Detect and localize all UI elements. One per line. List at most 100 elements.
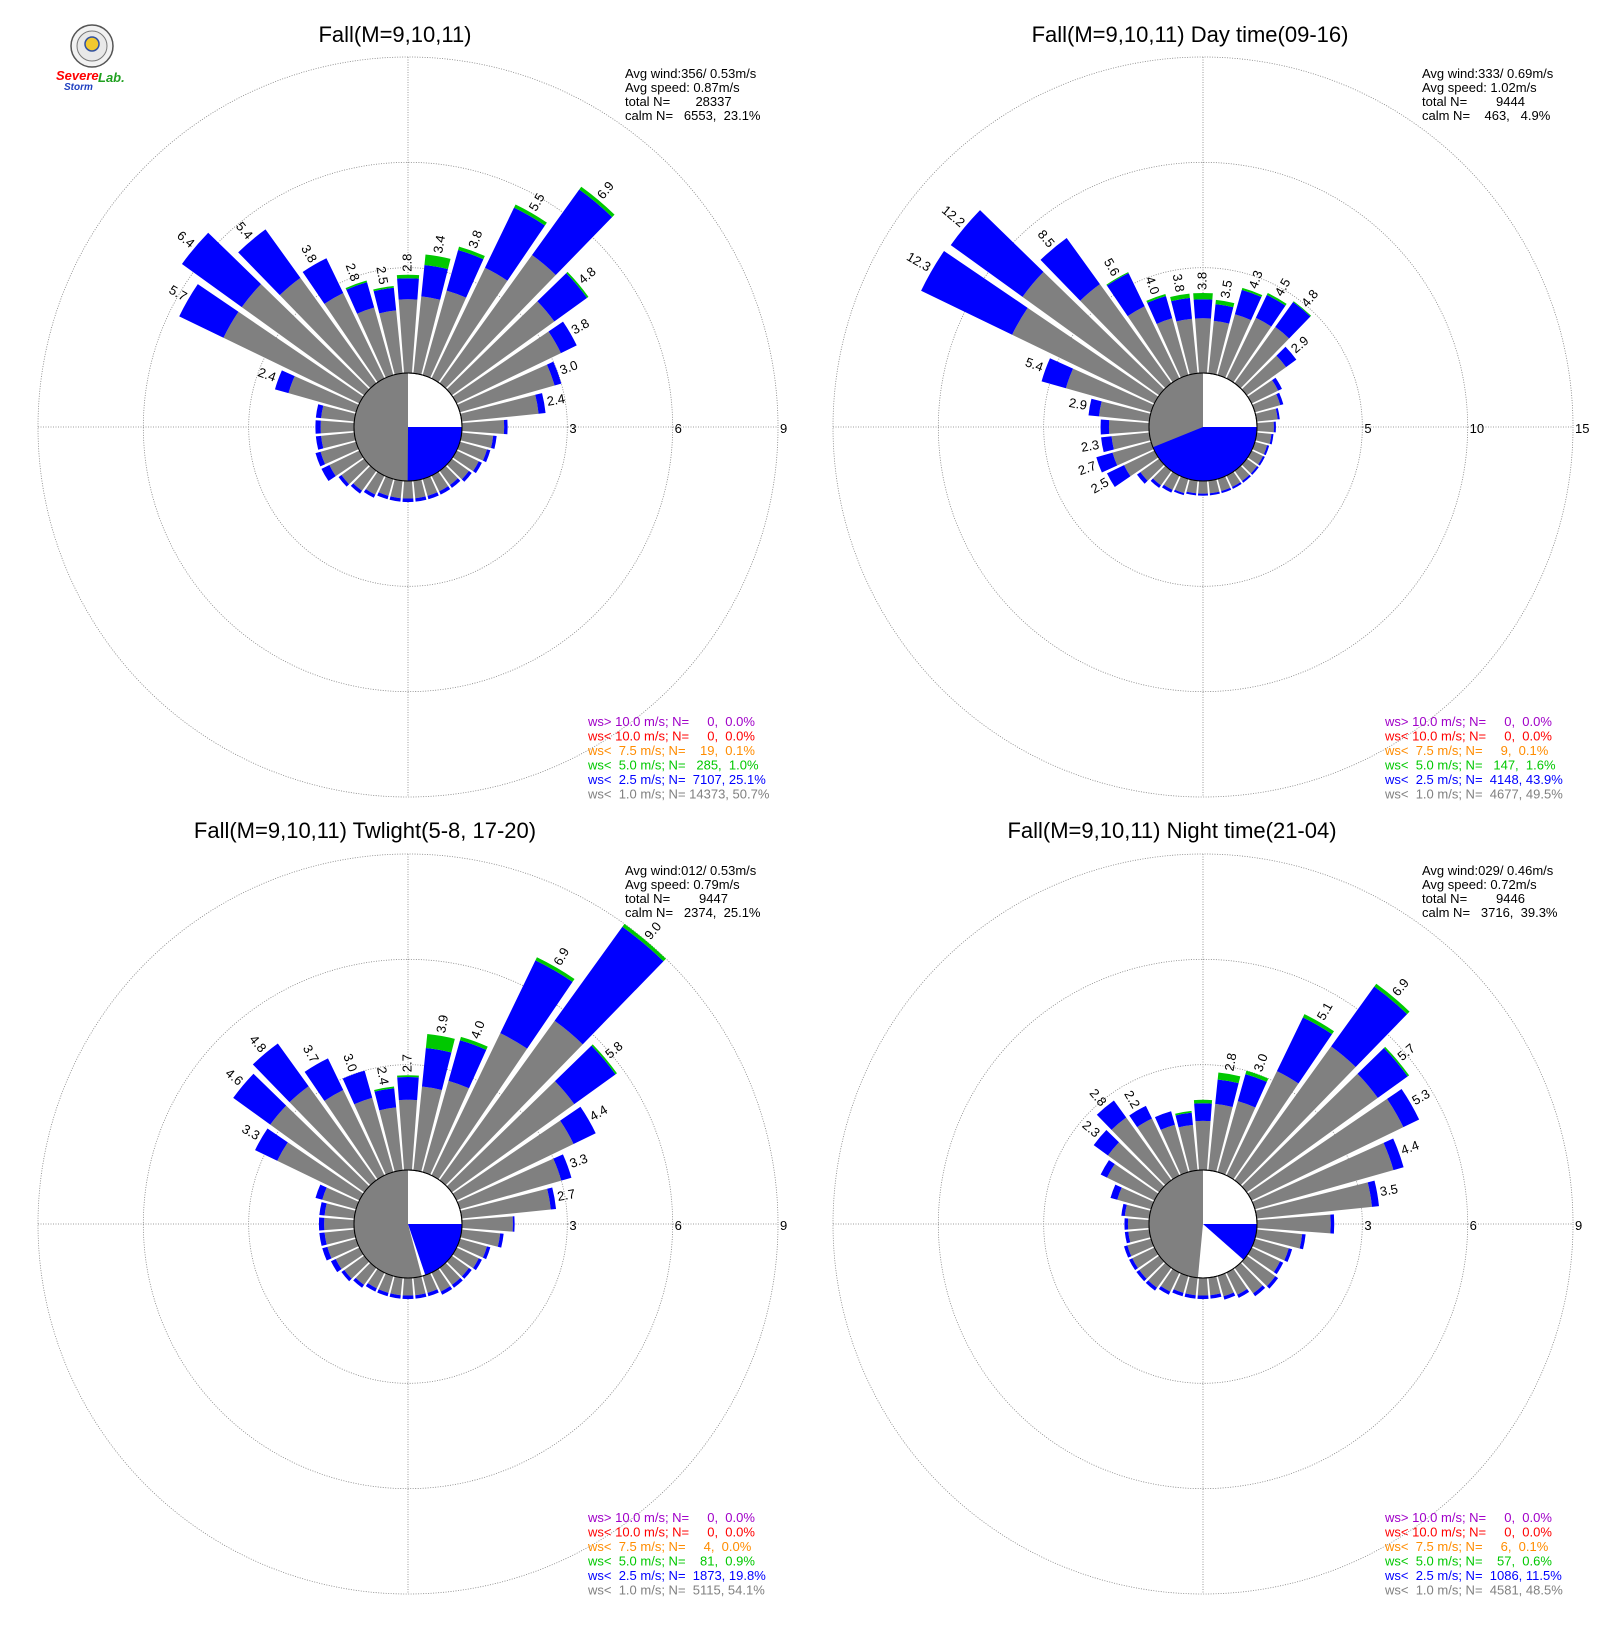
ring-tick-label: 6: [675, 1218, 682, 1233]
bar-segment-lt1: [321, 405, 356, 422]
bar-segment-lt25: [1154, 1111, 1175, 1130]
bar-segment-lt25: [415, 1293, 427, 1299]
bar-segment-lt25: [1041, 358, 1074, 389]
bar-value-label: 3.3: [239, 1121, 262, 1143]
grid-ring: [142, 161, 674, 693]
bar-value-label: 12.2: [939, 202, 968, 230]
direction-bar: [1208, 479, 1220, 496]
direction-bar: [377, 1273, 394, 1297]
bar-value-label: 5.5: [526, 190, 548, 213]
legend-entry: ws< 2.5 m/s; N= 1873, 19.8%: [587, 1568, 766, 1583]
bar-segment-lt1: [452, 1247, 479, 1269]
bar-segment-lt25: [512, 1216, 515, 1232]
direction-bar: [1161, 471, 1180, 493]
bar-segment-lt1: [402, 1277, 414, 1296]
bar-segment-lt1: [324, 1090, 385, 1180]
bar-value-label: 2.2: [1121, 1088, 1143, 1111]
bar-segment-lt25: [490, 435, 497, 449]
bar-segment-lt1: [1124, 450, 1159, 477]
bar-segment-lt25: [1234, 289, 1262, 321]
bar-segment-lt1: [398, 299, 418, 374]
panel-title: Fall(M=9,10,11) Night time(21-04): [1007, 818, 1336, 843]
grid-ring: [37, 853, 779, 1595]
bar-value-label: 4.3: [1245, 268, 1265, 290]
calm-circle-border: [353, 372, 463, 482]
bar-segment-lt1: [1208, 479, 1220, 494]
legend-entry: ws> 10.0 m/s; N= 0, 0.0%: [587, 714, 755, 729]
direction-bar: 5.4: [1023, 354, 1154, 413]
bar-segment-lt5: [1293, 301, 1312, 317]
bar-value-label: 2.8: [1087, 1086, 1110, 1109]
bar-segment-lt1: [279, 277, 377, 389]
calm-slice-lt25: [408, 1224, 462, 1276]
wind-rose-panel-1: 3 6 9 2.8 3.4 3.8 5.5 6.9 4.8 3.8 3.0 2.4 2.4 5.7 6.4 5…: [37, 22, 787, 802]
bar-segment-lt25: [547, 1187, 557, 1210]
bar-value-label: 6.9: [594, 178, 617, 201]
direction-bar: 6.9: [1234, 975, 1412, 1186]
direction-bar: [1158, 1268, 1180, 1295]
bar-segment-lt25: [1172, 1289, 1184, 1297]
bar-segment-lt1: [1241, 1073, 1378, 1193]
bar-segment-lt25: [1266, 1276, 1279, 1289]
direction-bar: 2.5: [373, 265, 403, 375]
direction-bar: [1252, 1238, 1293, 1262]
direction-bar: 3.7: [300, 1042, 385, 1180]
bar-segment-lt25: [179, 284, 239, 338]
direction-bar: [389, 479, 403, 502]
bar-value-label: 3.8: [1170, 273, 1188, 293]
bar-segment-lt1: [1217, 1273, 1234, 1297]
direction-bar: [1154, 1111, 1189, 1175]
bar-segment-lt25: [461, 470, 472, 482]
legend-entry: ws< 10.0 m/s; N= 0, 0.0%: [587, 729, 755, 744]
bar-segment-lt1: [1252, 441, 1268, 455]
grid-ring: [248, 267, 568, 587]
bar-segment-lt25: [1213, 304, 1234, 324]
direction-bar: [446, 1255, 472, 1279]
bar-segment-lt25: [1276, 1017, 1333, 1084]
bar-segment-lt25: [350, 483, 363, 494]
bar-segment-lt1: [379, 1107, 403, 1172]
bar-segment-lt1: [1252, 1238, 1289, 1261]
bar-segment-lt1: [413, 479, 426, 499]
bar-segment-lt25: [1136, 472, 1148, 484]
bar-segment-lt1: [1065, 368, 1154, 413]
bar-segment-lt1: [422, 1080, 469, 1175]
stat-line: Avg speed: 1.02m/s: [1422, 80, 1537, 95]
direction-bar: 4.3: [1217, 268, 1266, 378]
grid-ring: [1043, 1064, 1363, 1384]
bar-value-label: 4.4: [1399, 1137, 1421, 1157]
bar-segment-lt1: [355, 1262, 377, 1285]
ring-tick-label: 9: [1575, 1218, 1582, 1233]
bar-value-label: 3.9: [433, 1014, 451, 1034]
bar-segment-lt5: [591, 1044, 617, 1075]
bar-segment-lt1: [390, 479, 403, 499]
bar-segment-lt25: [341, 1269, 352, 1282]
direction-bar: [1124, 1229, 1151, 1244]
bar-segment-lt25: [1331, 986, 1408, 1067]
bar-segment-lt25: [397, 1076, 419, 1101]
bar-segment-lt1: [390, 1276, 403, 1296]
bar-segment-lt25: [1209, 491, 1220, 496]
grid-ring: [832, 853, 1574, 1595]
bar-segment-lt1: [398, 1099, 418, 1171]
bar-segment-lt5: [345, 280, 368, 290]
bar-segment-lt1: [1127, 1238, 1154, 1257]
bar-segment-lt1: [1156, 318, 1189, 378]
direction-bar: [322, 1238, 359, 1261]
direction-bar: [1247, 450, 1265, 466]
bar-segment-lt1: [329, 450, 364, 477]
bar-segment-lt1: [439, 465, 458, 486]
bar-segment-lt5: [396, 274, 420, 279]
direction-bar: [330, 1247, 364, 1273]
grid-ring: [248, 1064, 568, 1384]
direction-bar: [1241, 1255, 1279, 1289]
calm-slice-lt25: [1203, 1224, 1257, 1260]
direction-bar: [1255, 432, 1274, 445]
direction-bar: [1226, 1268, 1250, 1298]
direction-bar: [439, 465, 461, 488]
bar-segment-lt25: [1150, 478, 1161, 488]
bar-value-label: 2.7: [399, 1054, 414, 1072]
direction-bar: [321, 450, 364, 482]
bar-segment-lt1: [1160, 1268, 1180, 1292]
direction-bar: [1124, 1218, 1150, 1230]
